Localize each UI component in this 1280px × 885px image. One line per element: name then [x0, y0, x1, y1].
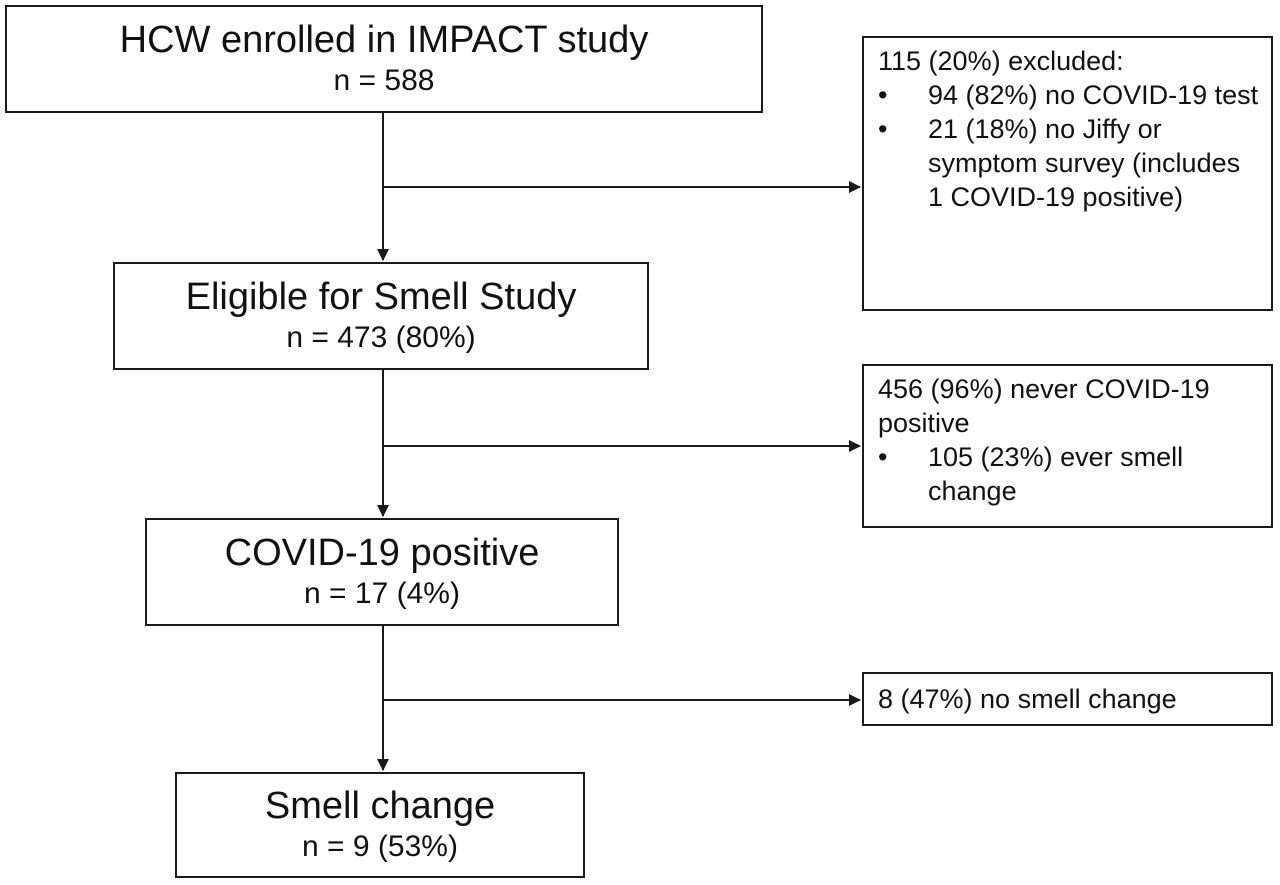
excluded-item-no-test: 94 (82%) no COVID-19 test: [928, 80, 1259, 110]
bullet-icon: •: [878, 114, 888, 144]
never-positive-box: 456 (96%) never COVID-19 positive • 105 …: [862, 364, 1273, 528]
enrolled-count: n = 588: [333, 64, 435, 97]
never-positive-item-smell-change: 105 (23%) ever smell change: [928, 442, 1184, 506]
smell-change-title: Smell change: [264, 785, 496, 827]
excluded-heading: 115 (20%) excluded:: [878, 46, 1124, 76]
excluded-list: • 94 (82%) no COVID-19 test • 21 (18%) n…: [878, 78, 1261, 214]
covid-positive-box: COVID-19 positive n = 17 (4%): [145, 518, 619, 626]
list-item: • 105 (23%) ever smell change: [878, 440, 1261, 508]
bullet-icon: •: [878, 80, 888, 110]
eligible-title: Eligible for Smell Study: [185, 276, 577, 318]
never-positive-list: • 105 (23%) ever smell change: [878, 440, 1261, 508]
enrolled-box: HCW enrolled in IMPACT study n = 588: [5, 5, 763, 113]
smell-change-count: n = 9 (53%): [302, 830, 458, 863]
never-positive-heading: 456 (96%) never COVID-19 positive: [878, 374, 1210, 438]
eligible-box: Eligible for Smell Study n = 473 (80%): [113, 262, 649, 370]
covid-positive-count: n = 17 (4%): [304, 577, 460, 610]
eligible-count: n = 473 (80%): [286, 321, 476, 354]
bullet-icon: •: [878, 442, 888, 472]
list-item: • 21 (18%) no Jiffy or symptom survey (i…: [878, 112, 1261, 214]
covid-positive-title: COVID-19 positive: [224, 532, 540, 574]
no-smell-change-box: 8 (47%) no smell change: [862, 672, 1273, 726]
excluded-box: 115 (20%) excluded: • 94 (82%) no COVID-…: [862, 36, 1273, 311]
no-smell-change-heading: 8 (47%) no smell change: [878, 684, 1177, 714]
smell-change-box: Smell change n = 9 (53%): [175, 772, 585, 878]
list-item: • 94 (82%) no COVID-19 test: [878, 78, 1261, 112]
excluded-item-no-survey: 21 (18%) no Jiffy or symptom survey (inc…: [928, 114, 1241, 212]
enrolled-title: HCW enrolled in IMPACT study: [119, 19, 649, 61]
